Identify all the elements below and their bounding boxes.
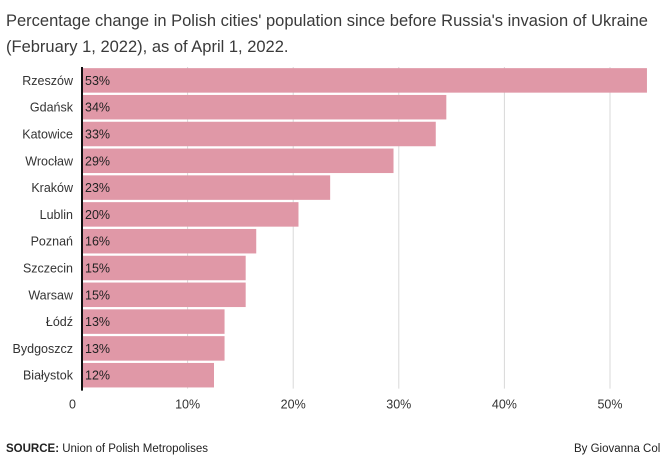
- data-label: 15%: [85, 262, 110, 276]
- gridlines: [187, 67, 611, 389]
- category-label: Poznań: [31, 235, 73, 249]
- category-label: Kraków: [31, 181, 74, 195]
- bar-chart: Rzeszów Gdańsk Katowice Wrocław Kraków Lublin…: [13, 67, 647, 412]
- category-label: Rzeszów: [22, 74, 74, 88]
- data-label: 13%: [85, 342, 110, 356]
- source-text: Union of Polish Metropolises: [59, 443, 208, 455]
- category-label: Wrocław: [25, 154, 74, 168]
- data-labels: 53% 34% 33% 29% 23% 20% 16% 15% 15% 13% 13% 12%: [85, 74, 110, 383]
- footer: SOURCE: Union of Polish Metropolises By …: [6, 443, 670, 455]
- x-tick-label: 50%: [597, 398, 622, 412]
- category-labels: Rzeszów Gdańsk Katowice Wrocław Kraków Lublin…: [13, 74, 74, 383]
- data-label: 15%: [85, 288, 110, 302]
- bar: [82, 282, 246, 308]
- category-label: Lublin: [40, 208, 73, 222]
- category-label: Białystok: [23, 369, 74, 383]
- x-tick-label: 10%: [175, 398, 200, 412]
- bar: [82, 94, 447, 120]
- data-label: 53%: [85, 74, 110, 88]
- data-label: 16%: [85, 235, 110, 249]
- bar: [82, 148, 394, 174]
- bar: [82, 336, 225, 361]
- data-label: 33%: [85, 128, 110, 142]
- x-tick-label: 30%: [386, 398, 411, 412]
- bar: [82, 202, 299, 227]
- data-label: 12%: [85, 369, 110, 383]
- chart-title: Percentage change in Polish cities' popu…: [6, 12, 648, 56]
- category-label: Bydgoszcz: [13, 342, 73, 356]
- bar: [82, 228, 257, 254]
- data-label: 13%: [85, 315, 110, 329]
- x-tick-label: 20%: [281, 398, 306, 412]
- data-label: 23%: [85, 181, 110, 195]
- bar: [82, 121, 436, 147]
- x-tick-label: 40%: [492, 398, 517, 412]
- bar: [82, 309, 225, 334]
- data-label: 20%: [85, 208, 110, 222]
- data-label: 29%: [85, 154, 110, 168]
- bars: [82, 68, 647, 388]
- byline: By Giovanna Col: [574, 443, 661, 455]
- bar: [82, 255, 246, 281]
- data-label: 34%: [85, 101, 110, 115]
- x-tick-labels: 0 10% 20% 30% 40% 50%: [69, 398, 622, 412]
- bar: [82, 362, 214, 388]
- category-label: Gdańsk: [30, 101, 74, 115]
- category-label: Warsaw: [28, 288, 74, 302]
- category-label: Szczecin: [23, 262, 73, 276]
- bar: [82, 175, 331, 200]
- category-label: Łódź: [46, 315, 73, 329]
- bar: [82, 68, 647, 93]
- source-label: SOURCE:: [6, 443, 60, 455]
- category-label: Katowice: [22, 128, 73, 142]
- x-tick-label: 0: [69, 398, 76, 412]
